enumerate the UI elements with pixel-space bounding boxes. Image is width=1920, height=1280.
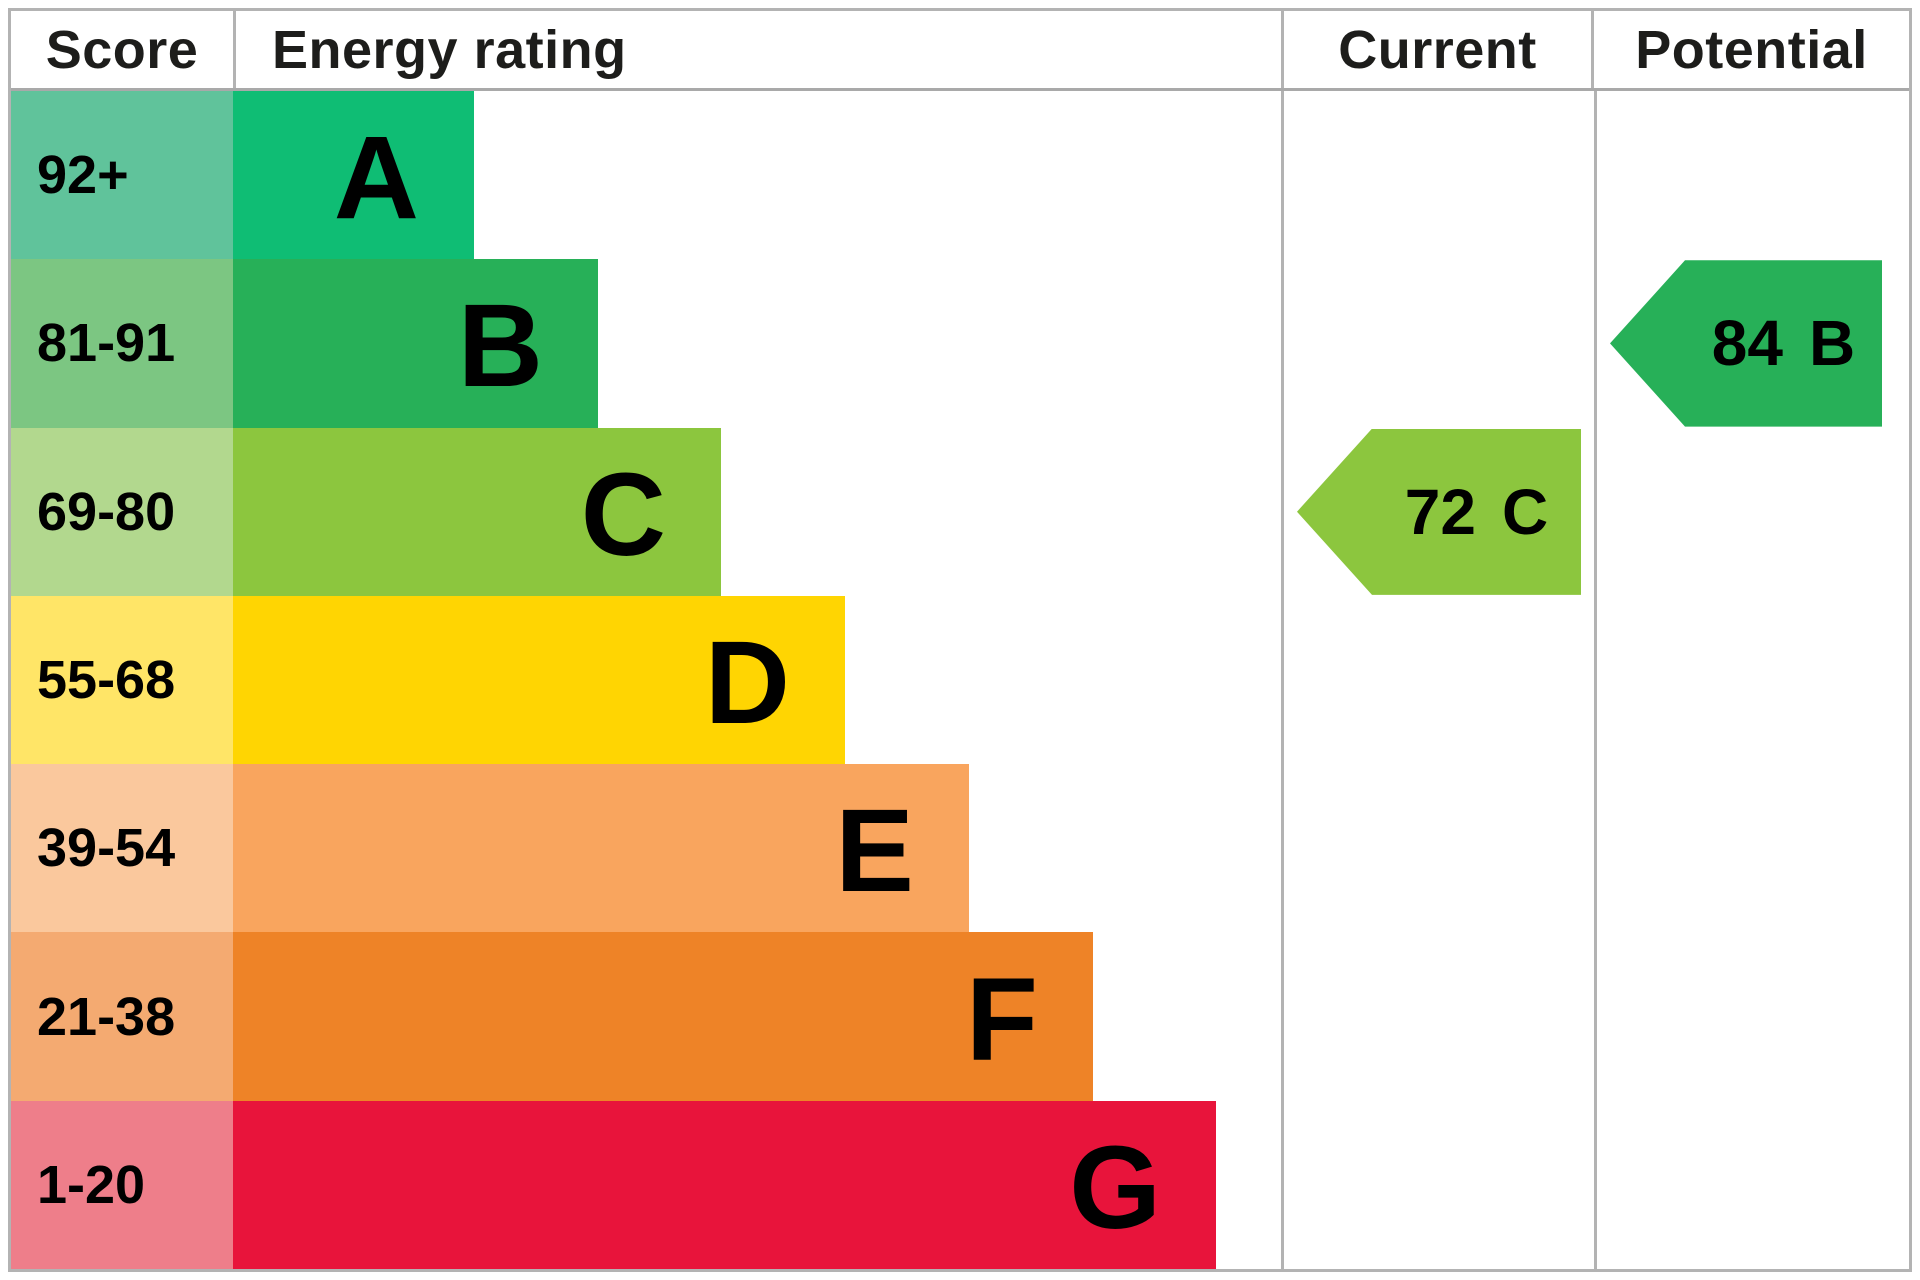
- band-row-d: D: [233, 595, 1281, 765]
- score-range-d: 55-68: [11, 595, 233, 765]
- band-bar-b: B: [233, 259, 598, 428]
- band-row-c: C: [233, 427, 1281, 596]
- potential-rating-score-value: 84: [1711, 307, 1783, 380]
- band-bar-a: A: [233, 91, 474, 260]
- current-rating-band-letter: C: [1501, 475, 1549, 548]
- band-letter-g: G: [1069, 1121, 1161, 1254]
- band-letter-a: A: [333, 112, 419, 245]
- band-row-f: F: [233, 932, 1281, 1101]
- potential-rating-band-letter: B: [1808, 307, 1856, 380]
- band-letter-e: E: [835, 785, 914, 918]
- header-energy-rating-label: Energy rating: [233, 11, 1281, 88]
- band-letter-f: F: [965, 953, 1038, 1086]
- potential-column: 84 B: [1594, 91, 1909, 1269]
- band-row-a: A: [233, 91, 1281, 260]
- score-column: 92+ 81-91 69-80 55-68 39-54 21-38 1-20: [11, 91, 233, 1269]
- band-bar-d: D: [233, 595, 845, 765]
- header-potential-label: Potential: [1591, 11, 1909, 88]
- band-row-b: B: [233, 259, 1281, 428]
- band-bar-f: F: [233, 932, 1093, 1101]
- band-bar-c: C: [233, 427, 721, 596]
- epc-rating-chart: Score Energy rating Current Potential 92…: [8, 8, 1912, 1272]
- current-rating-arrow: 72 C: [1297, 428, 1581, 595]
- band-row-g: G: [233, 1100, 1281, 1269]
- band-letter-c: C: [580, 448, 666, 581]
- header-current-label: Current: [1281, 11, 1591, 88]
- potential-rating-text: 84 B: [1712, 311, 1855, 375]
- score-range-f: 21-38: [11, 932, 233, 1101]
- band-letter-b: B: [457, 280, 543, 413]
- score-range-b: 81-91: [11, 259, 233, 428]
- current-column: 72 C: [1281, 91, 1594, 1269]
- band-bar-e: E: [233, 764, 969, 933]
- band-letter-d: D: [704, 616, 790, 749]
- header-row: Score Energy rating Current Potential: [11, 11, 1909, 91]
- score-range-a: 92+: [11, 91, 233, 260]
- current-rating-score-value: 72: [1404, 475, 1476, 548]
- score-range-e: 39-54: [11, 764, 233, 933]
- potential-rating-arrow: 84 B: [1610, 260, 1882, 427]
- score-range-g: 1-20: [11, 1100, 233, 1269]
- band-row-e: E: [233, 764, 1281, 933]
- current-rating-text: 72 C: [1405, 480, 1548, 544]
- score-range-c: 69-80: [11, 427, 233, 596]
- header-score-label: Score: [45, 19, 199, 80]
- band-bar-g: G: [233, 1100, 1216, 1269]
